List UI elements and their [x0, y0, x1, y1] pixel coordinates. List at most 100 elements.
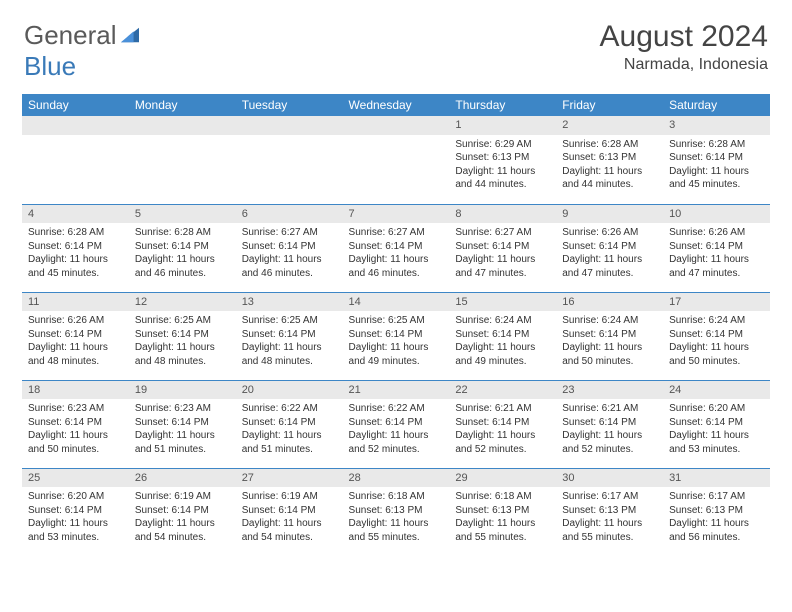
sunset-text: Sunset: 6:14 PM [455, 416, 550, 430]
sunset-text: Sunset: 6:14 PM [242, 504, 337, 518]
daylight-text: Daylight: 11 hours and 50 minutes. [28, 429, 123, 456]
calendar-cell: 31Sunrise: 6:17 AMSunset: 6:13 PMDayligh… [663, 468, 770, 556]
day-info: Sunrise: 6:24 AMSunset: 6:14 PMDaylight:… [663, 311, 770, 370]
daylight-text: Daylight: 11 hours and 44 minutes. [455, 165, 550, 192]
weekday-header: Monday [129, 94, 236, 116]
day-info: Sunrise: 6:22 AMSunset: 6:14 PMDaylight:… [236, 399, 343, 458]
day-info: Sunrise: 6:17 AMSunset: 6:13 PMDaylight:… [663, 487, 770, 546]
day-info: Sunrise: 6:19 AMSunset: 6:14 PMDaylight:… [129, 487, 236, 546]
daylight-text: Daylight: 11 hours and 49 minutes. [455, 341, 550, 368]
month-title: August 2024 [600, 20, 768, 54]
sunrise-text: Sunrise: 6:22 AM [349, 402, 444, 416]
calendar-cell [22, 116, 129, 204]
daylight-text: Daylight: 11 hours and 49 minutes. [349, 341, 444, 368]
day-number: 5 [129, 205, 236, 224]
sunrise-text: Sunrise: 6:21 AM [562, 402, 657, 416]
day-number: 23 [556, 381, 663, 400]
calendar-cell [129, 116, 236, 204]
day-number: 10 [663, 205, 770, 224]
calendar-cell: 17Sunrise: 6:24 AMSunset: 6:14 PMDayligh… [663, 292, 770, 380]
day-number: 20 [236, 381, 343, 400]
sunrise-text: Sunrise: 6:20 AM [669, 402, 764, 416]
sunset-text: Sunset: 6:14 PM [135, 416, 230, 430]
day-number: 6 [236, 205, 343, 224]
sunset-text: Sunset: 6:14 PM [28, 240, 123, 254]
sunrise-text: Sunrise: 6:27 AM [349, 226, 444, 240]
daylight-text: Daylight: 11 hours and 46 minutes. [242, 253, 337, 280]
day-number: 21 [343, 381, 450, 400]
weekday-header: Friday [556, 94, 663, 116]
weekday-header: Thursday [449, 94, 556, 116]
sunrise-text: Sunrise: 6:25 AM [135, 314, 230, 328]
calendar-cell: 20Sunrise: 6:22 AMSunset: 6:14 PMDayligh… [236, 380, 343, 468]
sunrise-text: Sunrise: 6:25 AM [349, 314, 444, 328]
logo: GeneralBlue [24, 20, 141, 82]
sunset-text: Sunset: 6:13 PM [562, 504, 657, 518]
sunrise-text: Sunrise: 6:26 AM [562, 226, 657, 240]
calendar-cell: 27Sunrise: 6:19 AMSunset: 6:14 PMDayligh… [236, 468, 343, 556]
daylight-text: Daylight: 11 hours and 50 minutes. [669, 341, 764, 368]
day-number: 3 [663, 116, 770, 135]
calendar-cell: 5Sunrise: 6:28 AMSunset: 6:14 PMDaylight… [129, 204, 236, 292]
day-number: 2 [556, 116, 663, 135]
day-info: Sunrise: 6:28 AMSunset: 6:14 PMDaylight:… [129, 223, 236, 282]
weekday-header: Tuesday [236, 94, 343, 116]
calendar-cell: 2Sunrise: 6:28 AMSunset: 6:13 PMDaylight… [556, 116, 663, 204]
sunrise-text: Sunrise: 6:26 AM [669, 226, 764, 240]
day-info: Sunrise: 6:28 AMSunset: 6:13 PMDaylight:… [556, 135, 663, 194]
daylight-text: Daylight: 11 hours and 55 minutes. [455, 517, 550, 544]
weekday-header: Wednesday [343, 94, 450, 116]
daylight-text: Daylight: 11 hours and 51 minutes. [242, 429, 337, 456]
day-number: 11 [22, 293, 129, 312]
day-info: Sunrise: 6:20 AMSunset: 6:14 PMDaylight:… [22, 487, 129, 546]
sunset-text: Sunset: 6:14 PM [135, 328, 230, 342]
calendar-body: 1Sunrise: 6:29 AMSunset: 6:13 PMDaylight… [22, 116, 770, 556]
day-number: 13 [236, 293, 343, 312]
daylight-text: Daylight: 11 hours and 52 minutes. [455, 429, 550, 456]
calendar-cell: 4Sunrise: 6:28 AMSunset: 6:14 PMDaylight… [22, 204, 129, 292]
sunrise-text: Sunrise: 6:25 AM [242, 314, 337, 328]
day-info: Sunrise: 6:20 AMSunset: 6:14 PMDaylight:… [663, 399, 770, 458]
sunset-text: Sunset: 6:13 PM [455, 151, 550, 165]
daylight-text: Daylight: 11 hours and 52 minutes. [349, 429, 444, 456]
calendar-row: 25Sunrise: 6:20 AMSunset: 6:14 PMDayligh… [22, 468, 770, 556]
calendar-cell: 23Sunrise: 6:21 AMSunset: 6:14 PMDayligh… [556, 380, 663, 468]
calendar-cell: 9Sunrise: 6:26 AMSunset: 6:14 PMDaylight… [556, 204, 663, 292]
sunrise-text: Sunrise: 6:28 AM [669, 138, 764, 152]
calendar-cell: 8Sunrise: 6:27 AMSunset: 6:14 PMDaylight… [449, 204, 556, 292]
sunrise-text: Sunrise: 6:20 AM [28, 490, 123, 504]
sunset-text: Sunset: 6:14 PM [28, 416, 123, 430]
day-number: 31 [663, 469, 770, 488]
calendar-cell: 14Sunrise: 6:25 AMSunset: 6:14 PMDayligh… [343, 292, 450, 380]
calendar-row: 4Sunrise: 6:28 AMSunset: 6:14 PMDaylight… [22, 204, 770, 292]
weekday-header: Saturday [663, 94, 770, 116]
day-number: 14 [343, 293, 450, 312]
sunset-text: Sunset: 6:14 PM [669, 416, 764, 430]
sunrise-text: Sunrise: 6:23 AM [135, 402, 230, 416]
day-info: Sunrise: 6:21 AMSunset: 6:14 PMDaylight:… [556, 399, 663, 458]
day-info: Sunrise: 6:27 AMSunset: 6:14 PMDaylight:… [236, 223, 343, 282]
day-info: Sunrise: 6:26 AMSunset: 6:14 PMDaylight:… [556, 223, 663, 282]
sunrise-text: Sunrise: 6:26 AM [28, 314, 123, 328]
daylight-text: Daylight: 11 hours and 53 minutes. [669, 429, 764, 456]
sunset-text: Sunset: 6:14 PM [455, 328, 550, 342]
daylight-text: Daylight: 11 hours and 54 minutes. [135, 517, 230, 544]
sunrise-text: Sunrise: 6:24 AM [669, 314, 764, 328]
day-info: Sunrise: 6:28 AMSunset: 6:14 PMDaylight:… [22, 223, 129, 282]
day-number: 26 [129, 469, 236, 488]
daylight-text: Daylight: 11 hours and 46 minutes. [349, 253, 444, 280]
sunrise-text: Sunrise: 6:24 AM [562, 314, 657, 328]
day-info: Sunrise: 6:25 AMSunset: 6:14 PMDaylight:… [129, 311, 236, 370]
day-number: 17 [663, 293, 770, 312]
sunrise-text: Sunrise: 6:17 AM [562, 490, 657, 504]
sunrise-text: Sunrise: 6:18 AM [349, 490, 444, 504]
day-info: Sunrise: 6:27 AMSunset: 6:14 PMDaylight:… [449, 223, 556, 282]
sunset-text: Sunset: 6:14 PM [562, 240, 657, 254]
sunrise-text: Sunrise: 6:28 AM [562, 138, 657, 152]
calendar-cell: 19Sunrise: 6:23 AMSunset: 6:14 PMDayligh… [129, 380, 236, 468]
location: Narmada, Indonesia [600, 56, 768, 74]
day-number: 4 [22, 205, 129, 224]
calendar-cell: 10Sunrise: 6:26 AMSunset: 6:14 PMDayligh… [663, 204, 770, 292]
daylight-text: Daylight: 11 hours and 47 minutes. [455, 253, 550, 280]
calendar-cell: 6Sunrise: 6:27 AMSunset: 6:14 PMDaylight… [236, 204, 343, 292]
